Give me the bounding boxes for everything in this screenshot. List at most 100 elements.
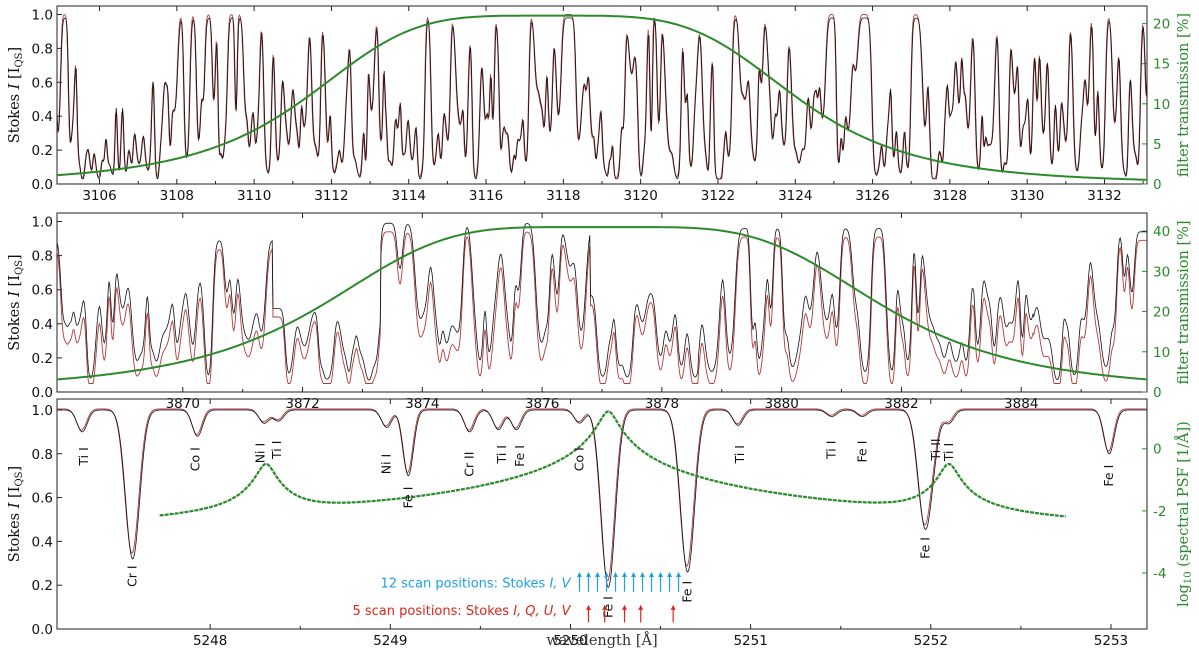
scan-arrowhead-blue (604, 572, 610, 578)
y-axis-right-label: filter transmission [%] (1176, 13, 1192, 177)
spectral-line-label: Cr II (462, 452, 477, 477)
x-tick-label: 3874 (405, 396, 439, 412)
x-tick-label: 5251 (733, 633, 767, 649)
y-tick-label: 0.8 (32, 447, 53, 463)
scan-positions-blue-label: 12 scan positions: Stokes I, V (380, 576, 571, 591)
y-tick-label: 0.2 (32, 143, 53, 159)
x-tick-label: 3870 (166, 396, 200, 412)
y-tick-label: 0.2 (32, 578, 53, 594)
scan-arrowhead-blue (658, 572, 664, 578)
spectral-line-label: Ni I (253, 443, 268, 463)
scan-arrowhead-blue (676, 572, 682, 578)
panels: 3106 3108 3110 3112 3114 3116 3118 3120 3122 3124… (7, 5, 1194, 649)
scan-arrowhead-blue (631, 572, 637, 578)
y-right-tick-label: 30 (1153, 264, 1170, 280)
x-tick-label: 5253 (1094, 633, 1128, 649)
plot-frame (56, 212, 1148, 393)
model-spectrum-line (56, 14, 1148, 180)
scan-arrowhead-blue (576, 572, 582, 578)
y-axis-right-label: log10 (spectral PSF [1/Å]) (1174, 421, 1194, 607)
spectral-line-label: Ti I (941, 443, 956, 462)
observed-spectrum-line (56, 17, 1147, 180)
y-tick-label: 0.6 (32, 75, 53, 91)
y-tick-label: 1.0 (32, 215, 53, 231)
spectral-line-label: Cr I (125, 565, 140, 587)
y-axis-label: Stokes I [IQS] (7, 254, 25, 350)
y-right-tick-label: 10 (1153, 97, 1170, 113)
scan-positions-red-label: 5 scan positions: Stokes I, Q, U, V (352, 604, 571, 619)
filter-transmission-line (56, 14, 1147, 181)
x-tick-label: 5250 (553, 633, 587, 649)
x-tick-label: 3116 (469, 188, 503, 204)
y-tick-label: 0.6 (32, 491, 53, 507)
spectral-line-label: Co I (188, 447, 203, 471)
scan-arrowhead-blue (640, 572, 646, 578)
x-tick-label: 3120 (623, 188, 657, 204)
scan-arrowhead-blue (594, 572, 600, 578)
scan-arrowhead-blue (585, 572, 591, 578)
y-right-tick-label: 0 (1153, 385, 1162, 401)
x-tick-label: 3122 (701, 188, 735, 204)
x-axis-label: wavelength [Å] (546, 631, 657, 649)
y-right-tick-label: 15 (1153, 57, 1170, 73)
y-right-tick-label: 0 (1153, 442, 1162, 458)
y-right-tick-label: 0 (1153, 177, 1162, 193)
x-tick-label: 3882 (884, 396, 918, 412)
plot-frame (56, 398, 1148, 630)
scan-arrowhead-red (585, 604, 591, 610)
spectral-line-label: Ti I (76, 447, 91, 466)
scan-arrowhead-red (638, 604, 644, 610)
x-tick-label: 3118 (546, 188, 580, 204)
observed-spectrum-line (57, 409, 1147, 588)
spectral-line-label: Fe I (1101, 465, 1116, 487)
y-axis-label: Stokes I [IQS] (7, 466, 25, 562)
y-tick-label: 1.0 (32, 7, 53, 23)
spectral-psf-line (159, 410, 1066, 518)
y-axis-right-label: filter transmission [%] (1176, 220, 1192, 384)
x-tick-label: 5248 (193, 633, 227, 649)
spectral-line-label: Ti I (494, 445, 509, 464)
spectral-line-label: Fe I (917, 537, 932, 559)
spectral-line-label: Fe I (400, 487, 415, 509)
spectral-line-label: Fe I (680, 581, 695, 603)
spectral-line-label: Fe I (854, 441, 869, 463)
model-spectrum-line (56, 231, 1147, 385)
y-tick-label: 0.2 (32, 351, 53, 367)
x-tick-label: 5252 (914, 633, 948, 649)
x-tick-label: 3872 (285, 396, 319, 412)
x-tick-label: 3124 (778, 188, 812, 204)
model-spectrum-line (57, 408, 1147, 582)
x-tick-label: 3114 (392, 188, 426, 204)
x-tick-label: 3878 (645, 396, 679, 412)
plot-frame (56, 5, 1148, 185)
spectral-line-label: Ti I (824, 441, 839, 460)
spectral-line-label: Ti II (928, 438, 943, 461)
y-tick-label: 0.0 (32, 622, 53, 638)
spectral-line-label: Co I (571, 447, 586, 471)
y-axis-label: Stokes I [IQS] (7, 47, 25, 143)
x-tick-label: 3884 (1004, 396, 1038, 412)
x-tick-label: 3128 (933, 188, 967, 204)
spectral-line-label: Fe I (512, 445, 527, 467)
y-tick-label: 0.0 (32, 385, 53, 401)
spectral-line-label: Ti I (732, 445, 747, 464)
x-tick-label: 3106 (82, 188, 116, 204)
y-tick-label: 1.0 (32, 403, 53, 419)
y-right-tick-label: -2 (1153, 504, 1166, 520)
x-tick-label: 3126 (855, 188, 889, 204)
y-tick-label: 0.8 (32, 249, 53, 265)
x-tick-label: 3132 (1087, 188, 1121, 204)
y-right-tick-label: -4 (1153, 566, 1166, 582)
x-tick-label: 3130 (1010, 188, 1044, 204)
y-tick-label: 0.0 (32, 177, 53, 193)
scan-arrowhead-red (602, 604, 608, 610)
x-tick-label: 5249 (373, 633, 407, 649)
scan-arrowhead-blue (613, 572, 619, 578)
scan-arrowhead-blue (649, 572, 655, 578)
y-tick-label: 0.6 (32, 283, 53, 299)
filter-transmission-line (56, 226, 1148, 381)
y-tick-label: 0.4 (32, 317, 53, 333)
panel-middle: 3870 3872 3874 3876 3878 3880 3882 3884 0.0 0.2 0.… (7, 212, 1192, 412)
y-right-tick-label: 20 (1153, 305, 1170, 321)
